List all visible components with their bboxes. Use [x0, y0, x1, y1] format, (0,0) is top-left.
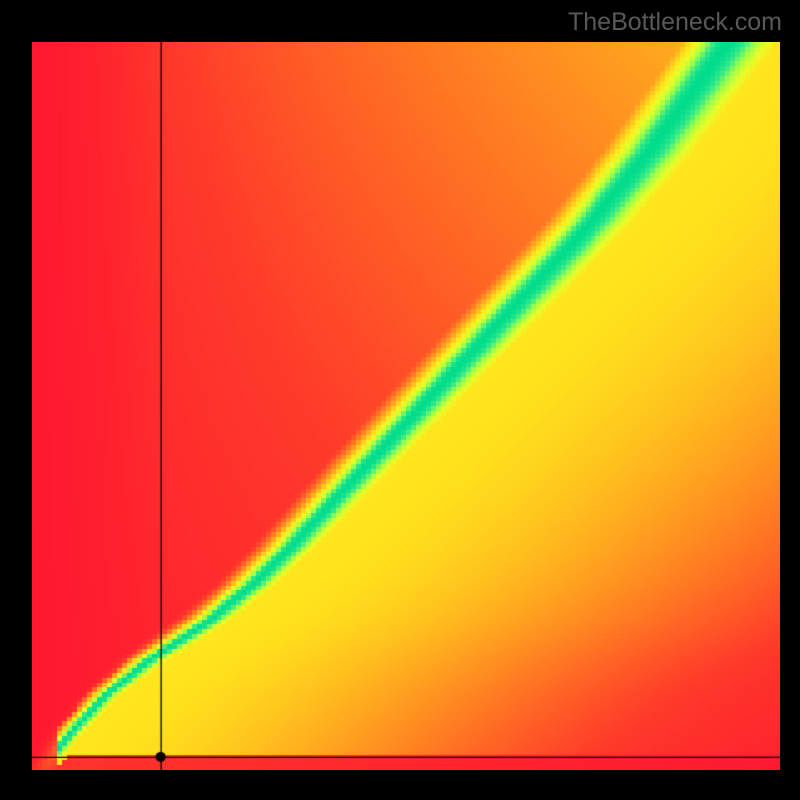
watermark-text: TheBottleneck.com: [568, 8, 782, 37]
chart-root: TheBottleneck.com: [0, 0, 800, 800]
crosshair-overlay: [0, 0, 800, 800]
